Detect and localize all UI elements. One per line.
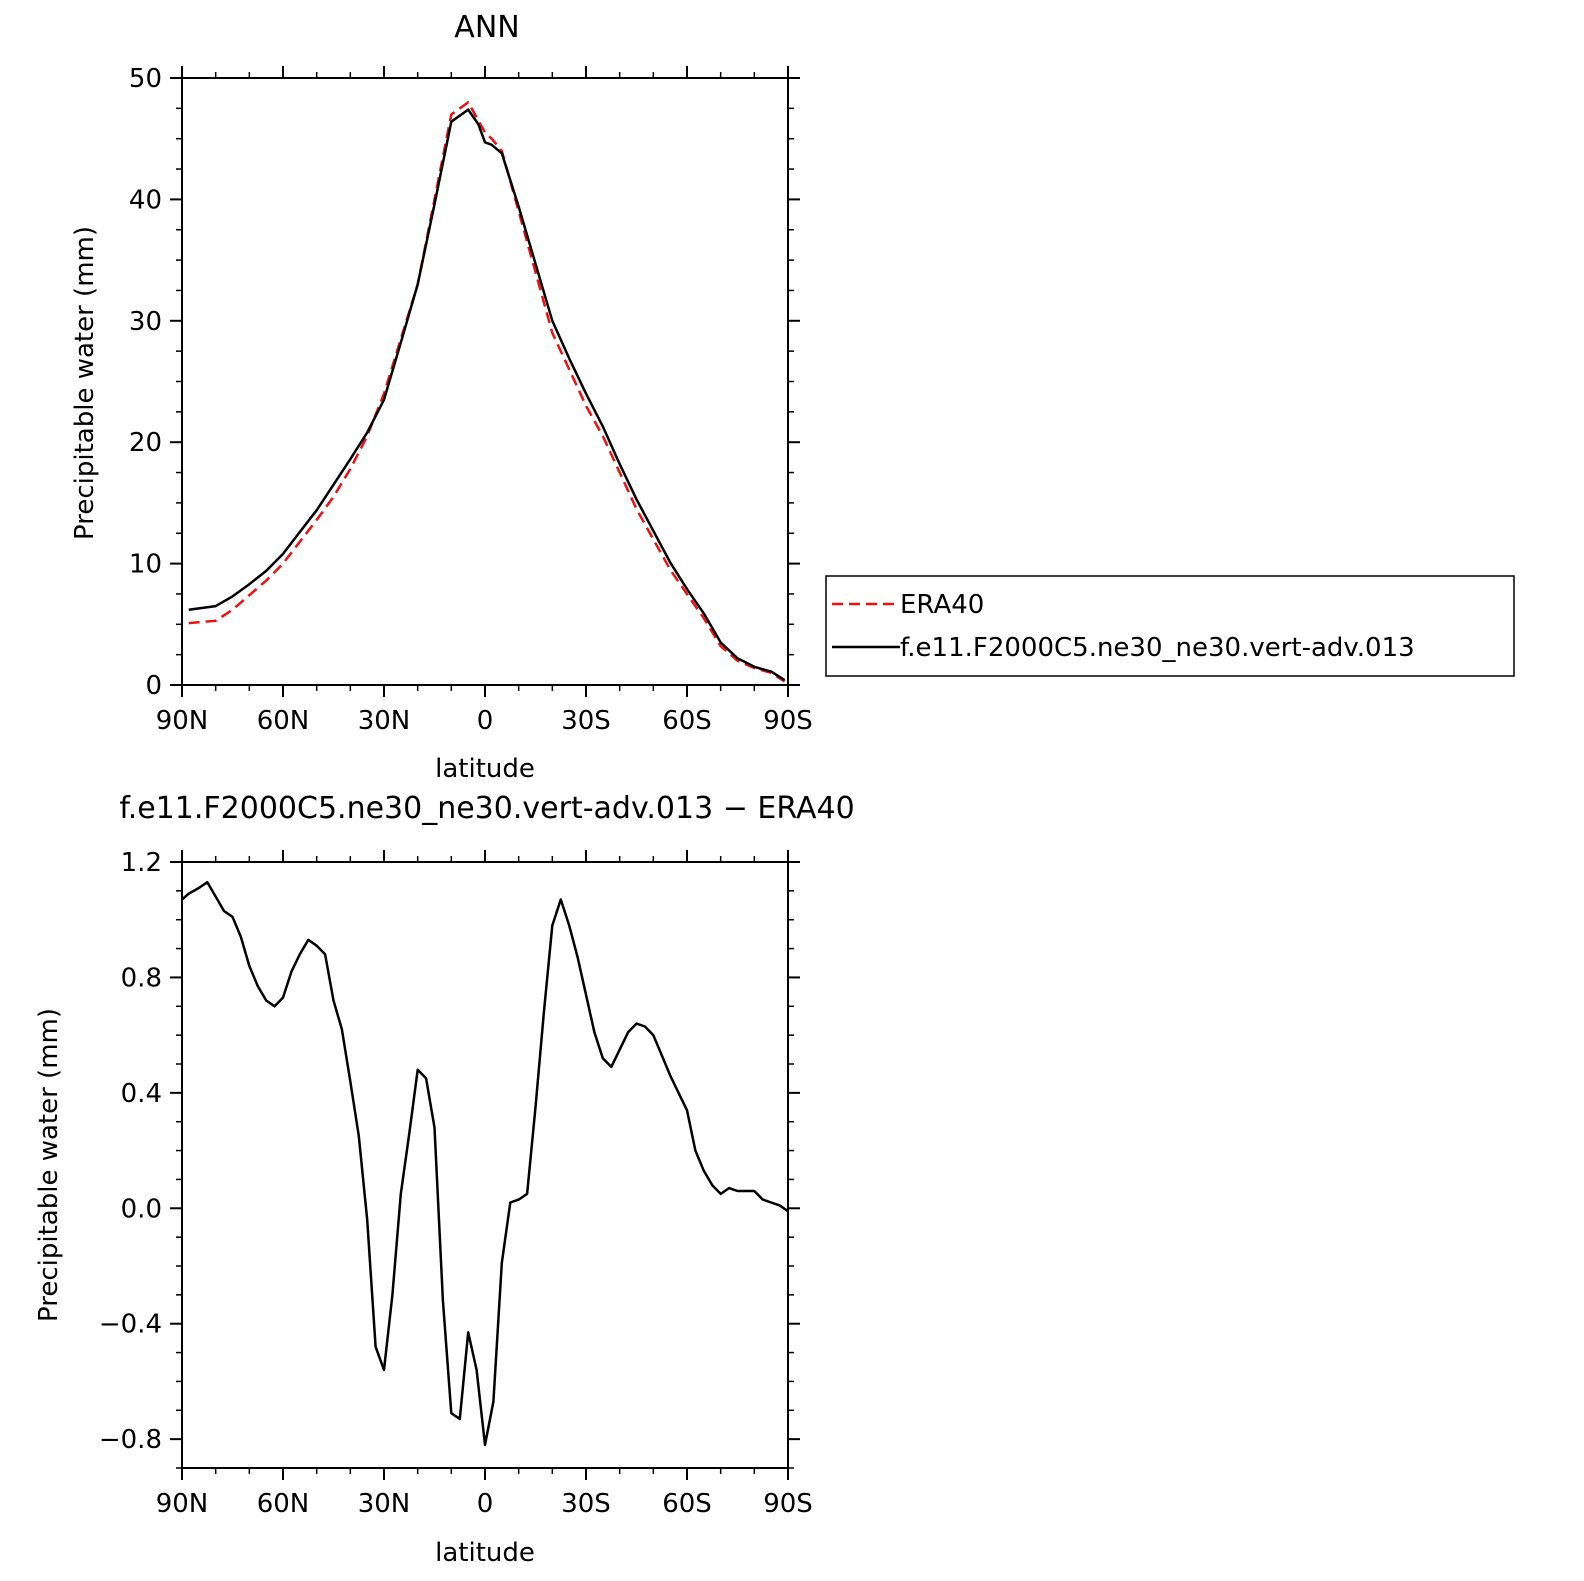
legend-box: [825, 575, 1515, 677]
x-tick-label: 60N: [257, 1489, 310, 1519]
legend: ERA40 f.e11.F2000C5.ne30_ne30.vert-adv.0…: [825, 575, 1515, 677]
top-plot-frame: [181, 77, 789, 686]
bottom-plot-frame: [181, 861, 789, 1469]
x-tick-label: 30N: [358, 706, 411, 736]
series-line-1-0: [181, 880, 789, 1447]
bottom-plot-axes: 90N 60N 30N 0 30S 60S 90S −0.8 −0.4 0.0 0.4 0.8 1.2: [99, 848, 813, 1519]
top-plot-axes: 90N 60N 30N 0 30S 60S 90S 0 10 20 30 40 50: [129, 64, 813, 736]
x-tick-label: 60S: [662, 1489, 712, 1519]
y-tick-label: 0.0: [121, 1194, 162, 1224]
y-tick-label: 30: [129, 307, 162, 337]
y-tick-label: 20: [129, 428, 162, 458]
bottom-plot-title: f.e11.F2000C5.ne30_ne30.vert-adv.013 − E…: [119, 791, 854, 826]
bottom-y-axis-title: Precipitable water (mm): [34, 1008, 64, 1322]
bottom-panel: f.e11.F2000C5.ne30_ne30.vert-adv.013 − E…: [34, 791, 855, 1568]
x-tick-label: 60S: [662, 706, 712, 736]
y-tick-label: 50: [129, 64, 162, 94]
series-line-0-0: [188, 101, 786, 683]
y-tick-label: −0.8: [99, 1425, 162, 1455]
y-tick-label: 0.8: [121, 963, 162, 993]
top-panel: ANN 90N 60N 30N 0 30S 60S 90S 0 10 20 30 40 50 latit…: [70, 10, 813, 784]
top-x-axis-title: latitude: [435, 754, 535, 784]
top-plot-series: [188, 101, 786, 683]
y-tick-label: 40: [129, 185, 162, 215]
x-tick-label: 30N: [358, 1489, 411, 1519]
x-tick-label: 90N: [156, 1489, 209, 1519]
bottom-plot-series: [181, 880, 789, 1447]
x-tick-label: 30S: [561, 706, 611, 736]
series-line-0-1: [188, 108, 786, 682]
top-plot-title: ANN: [454, 10, 519, 45]
x-tick-label: 90S: [763, 706, 813, 736]
y-tick-label: −0.4: [99, 1310, 162, 1340]
bottom-x-axis-title: latitude: [435, 1538, 535, 1568]
x-tick-label: 90N: [156, 706, 209, 736]
y-tick-label: 10: [129, 550, 162, 580]
top-y-axis-title: Precipitable water (mm): [70, 226, 100, 540]
legend-label-model: f.e11.F2000C5.ne30_ne30.vert-adv.013: [900, 633, 1415, 663]
x-tick-label: 0: [477, 1489, 494, 1519]
x-tick-label: 0: [477, 706, 494, 736]
y-tick-label: 1.2: [121, 848, 162, 878]
x-tick-label: 60N: [257, 706, 310, 736]
x-tick-label: 30S: [561, 1489, 611, 1519]
legend-label-era40: ERA40: [900, 590, 984, 620]
y-tick-label: 0.4: [121, 1079, 162, 1109]
x-tick-label: 90S: [763, 1489, 813, 1519]
y-tick-label: 0: [145, 671, 162, 701]
